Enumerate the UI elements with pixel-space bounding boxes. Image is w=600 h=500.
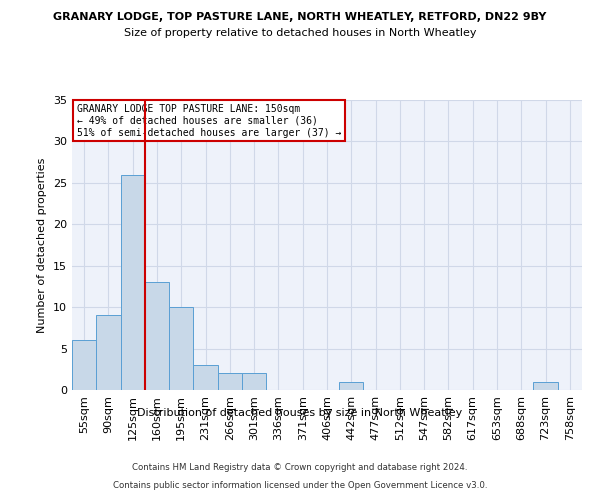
Bar xyxy=(145,282,169,390)
Bar xyxy=(169,307,193,390)
Bar xyxy=(533,382,558,390)
Text: GRANARY LODGE, TOP PASTURE LANE, NORTH WHEATLEY, RETFORD, DN22 9BY: GRANARY LODGE, TOP PASTURE LANE, NORTH W… xyxy=(53,12,547,22)
Bar xyxy=(96,316,121,390)
Bar xyxy=(193,365,218,390)
Text: Distribution of detached houses by size in North Wheatley: Distribution of detached houses by size … xyxy=(137,408,463,418)
Y-axis label: Number of detached properties: Number of detached properties xyxy=(37,158,47,332)
Bar xyxy=(72,340,96,390)
Text: Contains HM Land Registry data © Crown copyright and database right 2024.: Contains HM Land Registry data © Crown c… xyxy=(132,464,468,472)
Text: GRANARY LODGE TOP PASTURE LANE: 150sqm
← 49% of detached houses are smaller (36): GRANARY LODGE TOP PASTURE LANE: 150sqm ←… xyxy=(77,104,341,138)
Text: Contains public sector information licensed under the Open Government Licence v3: Contains public sector information licen… xyxy=(113,481,487,490)
Bar xyxy=(218,374,242,390)
Bar xyxy=(121,174,145,390)
Text: Size of property relative to detached houses in North Wheatley: Size of property relative to detached ho… xyxy=(124,28,476,38)
Bar xyxy=(242,374,266,390)
Bar xyxy=(339,382,364,390)
